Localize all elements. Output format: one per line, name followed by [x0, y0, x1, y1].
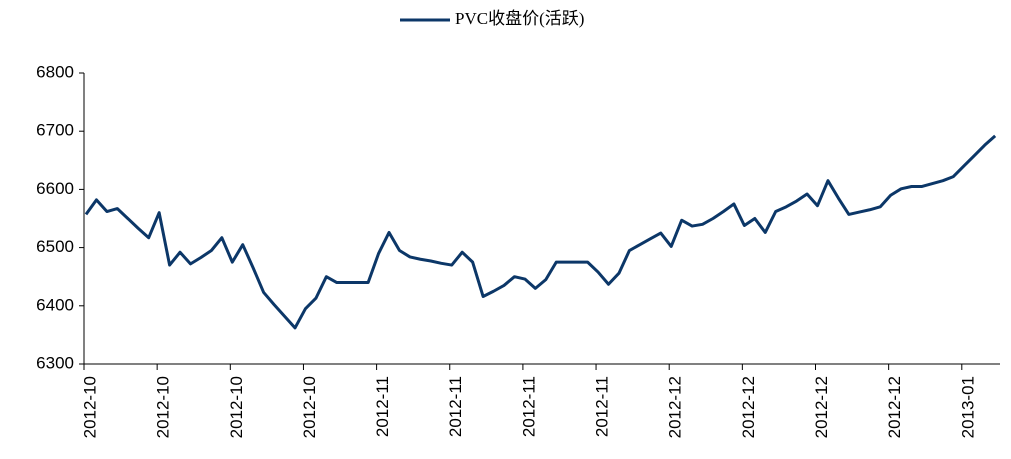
y-tick-label: 6700 [36, 121, 74, 140]
x-tick-label: 2012-12 [739, 376, 758, 438]
x-tick-label: 2012-10 [154, 376, 173, 438]
y-tick-label: 6300 [36, 353, 74, 372]
x-tick-label: 2012-11 [373, 376, 392, 437]
x-tick-label: 2012-10 [80, 376, 99, 438]
x-tick-label: 2012-11 [593, 376, 612, 437]
x-tick-label: 2012-11 [519, 376, 538, 437]
y-tick-label: 6600 [36, 179, 74, 198]
x-tick-label: 2013-01 [958, 376, 977, 438]
y-tick-label: 6500 [36, 237, 74, 256]
x-tick-label: 2012-11 [446, 376, 465, 437]
y-tick-label: 6800 [36, 62, 74, 81]
series-line [84, 134, 997, 330]
x-tick-label: 2012-12 [812, 376, 831, 438]
x-tick-label: 2012-10 [300, 376, 319, 438]
x-tick-label: 2012-12 [885, 376, 904, 438]
x-tick-label: 2012-10 [227, 376, 246, 438]
y-tick-label: 6400 [36, 295, 74, 314]
x-tick-label: 2012-12 [666, 376, 685, 438]
legend-label: PVC收盘价(活跃) [455, 9, 584, 28]
